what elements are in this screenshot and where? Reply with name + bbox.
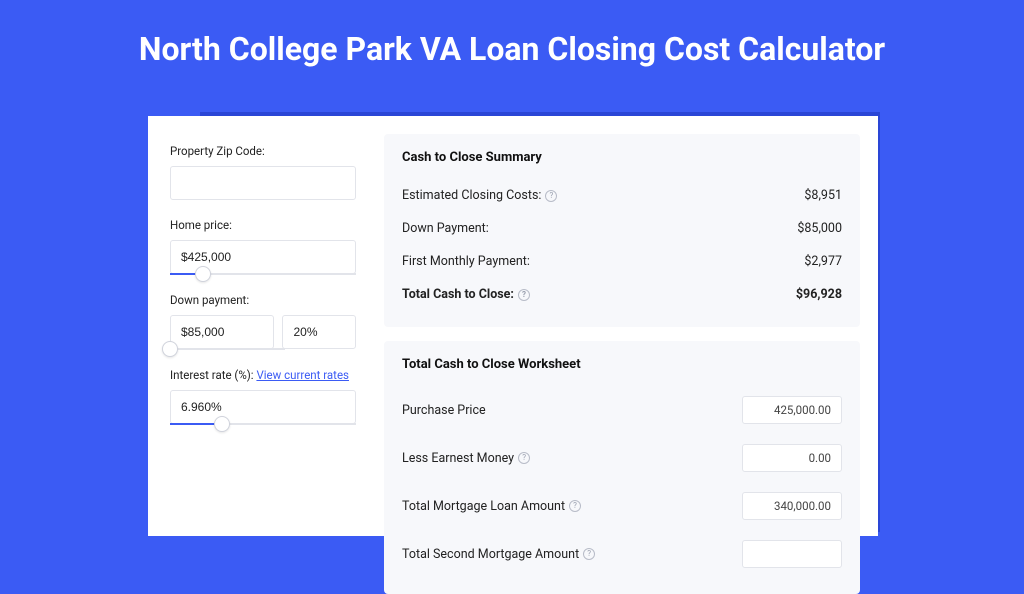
zip-input[interactable] <box>170 166 356 200</box>
inputs-column: Property Zip Code: Home price: Down paym… <box>148 116 378 536</box>
interest-label: Interest rate (%): View current rates <box>170 368 356 382</box>
down-payment-slider-thumb[interactable] <box>162 341 178 357</box>
help-icon[interactable]: ? <box>518 289 530 301</box>
worksheet-row-value[interactable] <box>742 540 842 568</box>
interest-slider[interactable] <box>170 423 356 425</box>
summary-row: Total Cash to Close: ? $96,928 <box>402 278 842 311</box>
summary-row-value: $2,977 <box>804 254 842 269</box>
home-price-label: Home price: <box>170 218 356 232</box>
down-payment-input[interactable] <box>170 315 274 349</box>
worksheet-row-value[interactable]: 0.00 <box>742 444 842 472</box>
worksheet-row-value[interactable]: 425,000.00 <box>742 396 842 424</box>
summary-row-label: Down Payment: <box>402 221 489 236</box>
page-title: North College Park VA Loan Closing Cost … <box>0 0 1024 92</box>
worksheet-row: Purchase Price 425,000.00 <box>402 386 842 434</box>
summary-title: Cash to Close Summary <box>402 150 842 165</box>
down-payment-pct-input[interactable] <box>282 315 356 349</box>
worksheet-row: Total Second Mortgage Amount ? <box>402 530 842 578</box>
interest-field-group: Interest rate (%): View current rates <box>170 368 356 425</box>
down-payment-label: Down payment: <box>170 293 356 307</box>
summary-row: Estimated Closing Costs: ? $8,951 <box>402 179 842 212</box>
summary-row-value: $85,000 <box>797 221 842 236</box>
results-column: Cash to Close Summary Estimated Closing … <box>378 116 878 536</box>
summary-row-label: Total Cash to Close: ? <box>402 287 530 302</box>
worksheet-row-label: Purchase Price <box>402 403 486 418</box>
worksheet-row-label: Total Second Mortgage Amount ? <box>402 547 595 562</box>
summary-row-value: $96,928 <box>796 287 842 302</box>
worksheet-panel: Total Cash to Close Worksheet Purchase P… <box>384 341 860 594</box>
worksheet-row: Total Mortgage Loan Amount ? 340,000.00 <box>402 482 842 530</box>
help-icon[interactable]: ? <box>545 190 557 202</box>
interest-label-text: Interest rate (%): <box>170 368 254 382</box>
home-price-slider[interactable] <box>170 273 356 275</box>
home-price-slider-thumb[interactable] <box>195 266 211 282</box>
zip-field-group: Property Zip Code: <box>170 144 356 200</box>
summary-panel: Cash to Close Summary Estimated Closing … <box>384 134 860 327</box>
down-payment-field-group: Down payment: <box>170 293 356 350</box>
worksheet-row-label: Total Mortgage Loan Amount ? <box>402 499 581 514</box>
summary-row-label: Estimated Closing Costs: ? <box>402 188 557 203</box>
help-icon[interactable]: ? <box>583 548 595 560</box>
summary-row: Down Payment: $85,000 <box>402 212 842 245</box>
worksheet-row: Less Earnest Money ? 0.00 <box>402 434 842 482</box>
calculator-card: Property Zip Code: Home price: Down paym… <box>148 116 878 536</box>
help-icon[interactable]: ? <box>518 452 530 464</box>
home-price-field-group: Home price: <box>170 218 356 275</box>
view-rates-link[interactable]: View current rates <box>256 368 349 382</box>
interest-slider-thumb[interactable] <box>214 416 230 432</box>
summary-row-value: $8,951 <box>804 188 842 203</box>
down-payment-slider[interactable] <box>170 348 285 350</box>
worksheet-row-value[interactable]: 340,000.00 <box>742 492 842 520</box>
worksheet-title: Total Cash to Close Worksheet <box>402 357 842 372</box>
summary-row-label: First Monthly Payment: <box>402 254 530 269</box>
zip-label: Property Zip Code: <box>170 144 356 158</box>
worksheet-row-label: Less Earnest Money ? <box>402 451 530 466</box>
help-icon[interactable]: ? <box>569 500 581 512</box>
interest-input[interactable] <box>170 390 356 424</box>
summary-row: First Monthly Payment: $2,977 <box>402 245 842 278</box>
